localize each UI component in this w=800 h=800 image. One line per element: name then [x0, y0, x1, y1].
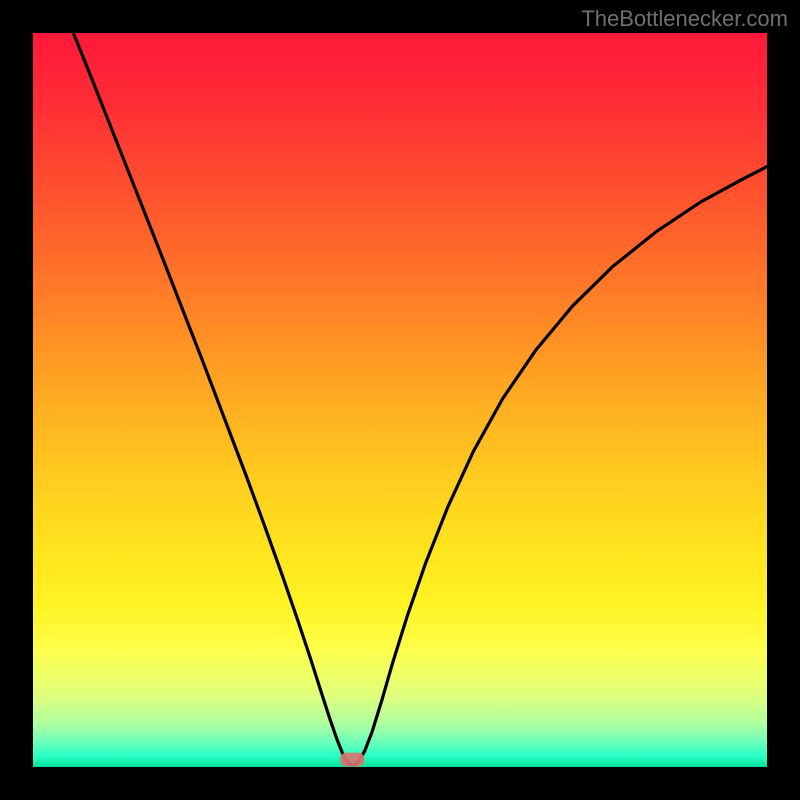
- plot-background: [33, 33, 767, 767]
- chart-svg: [0, 0, 800, 800]
- watermark-text: TheBottlenecker.com: [581, 6, 788, 32]
- optimum-marker: [340, 753, 364, 767]
- chart-container: TheBottlenecker.com: [0, 0, 800, 800]
